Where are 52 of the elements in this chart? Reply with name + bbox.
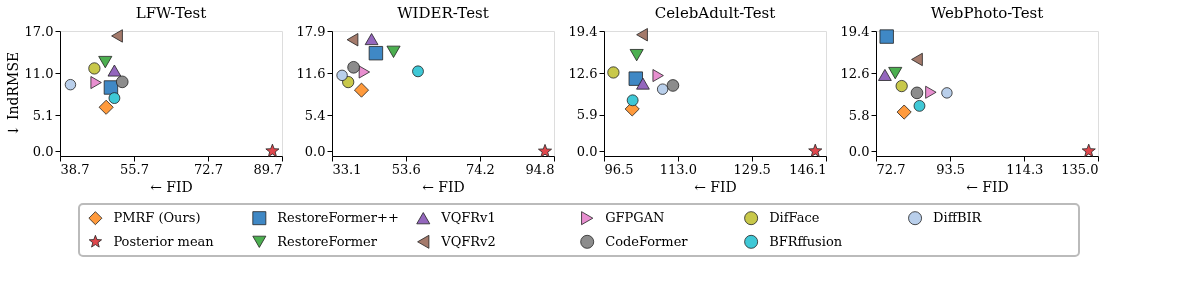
x-axis-title: ← FID xyxy=(966,178,1009,195)
legend-label: DiffBIR xyxy=(933,210,983,226)
y-tick-label: 0.0 xyxy=(576,143,598,159)
y-axis-title: ↓ IndRMSE xyxy=(4,51,21,137)
legend-label: BFRffusion xyxy=(769,233,843,249)
x-axis-title: ← FID xyxy=(422,178,465,195)
y-tick-label: 19.4 xyxy=(568,23,598,39)
x-tick-label: 93.5 xyxy=(936,161,966,177)
y-tick-label: 0.0 xyxy=(32,143,54,159)
y-tick-label: 17.0 xyxy=(24,23,54,39)
y-tick-label: 12.6 xyxy=(840,65,870,81)
legend-label: CodeFormer xyxy=(605,233,689,249)
x-tick-label: 96.5 xyxy=(604,161,634,177)
legend-label: RestoreFormer xyxy=(277,233,378,249)
x-tick-label: 113.0 xyxy=(659,161,697,177)
x-tick-label: 72.7 xyxy=(194,161,223,177)
y-tick-label: 11.6 xyxy=(296,65,326,81)
legend-label: GFPGAN xyxy=(605,210,665,226)
x-tick-label: 55.7 xyxy=(120,161,149,177)
y-tick-label: 12.6 xyxy=(568,65,598,81)
x-tick-label: 135.0 xyxy=(1061,161,1099,177)
x-tick-label: 89.7 xyxy=(253,161,283,177)
y-tick-label: 5.9 xyxy=(576,107,598,123)
legend-label: RestoreFormer++ xyxy=(277,210,399,226)
x-tick-label: 129.5 xyxy=(733,161,771,177)
y-tick-label: 5.8 xyxy=(848,107,870,123)
legend-label: VQFRv2 xyxy=(440,233,496,249)
x-tick-label: 146.1 xyxy=(789,161,827,177)
y-tick-label: 0.0 xyxy=(848,143,870,159)
y-tick-label: 19.4 xyxy=(840,23,870,39)
x-tick-label: 33.1 xyxy=(332,161,362,177)
x-tick-label: 114.3 xyxy=(1006,161,1044,177)
x-tick-label: 53.6 xyxy=(391,161,421,177)
x-tick-label: 72.7 xyxy=(876,161,906,177)
y-tick-label: 5.4 xyxy=(304,107,326,123)
legend-label: Posterior mean xyxy=(113,233,215,249)
chart-title: CelebAdult-Test xyxy=(654,4,776,22)
y-tick-label: 11.0 xyxy=(24,65,54,81)
legend-label: PMRF (Ours) xyxy=(113,210,201,226)
y-tick-label: 5.1 xyxy=(32,107,54,123)
x-tick-label: 94.8 xyxy=(525,161,555,177)
x-tick-label: 74.2 xyxy=(465,161,495,177)
y-tick-label: 0.0 xyxy=(304,143,326,159)
legend-label: DifFace xyxy=(769,210,820,226)
legend-label: VQFRv1 xyxy=(440,210,496,226)
chart-title: WebPhoto-Test xyxy=(930,4,1044,22)
x-axis-title: ← FID xyxy=(150,178,193,195)
x-axis-title: ← FID xyxy=(694,178,737,195)
x-tick-label: 38.7 xyxy=(60,161,90,177)
chart-title: LFW-Test xyxy=(135,4,207,22)
y-tick-label: 17.9 xyxy=(296,23,326,39)
chart-title: WIDER-Test xyxy=(397,4,489,22)
